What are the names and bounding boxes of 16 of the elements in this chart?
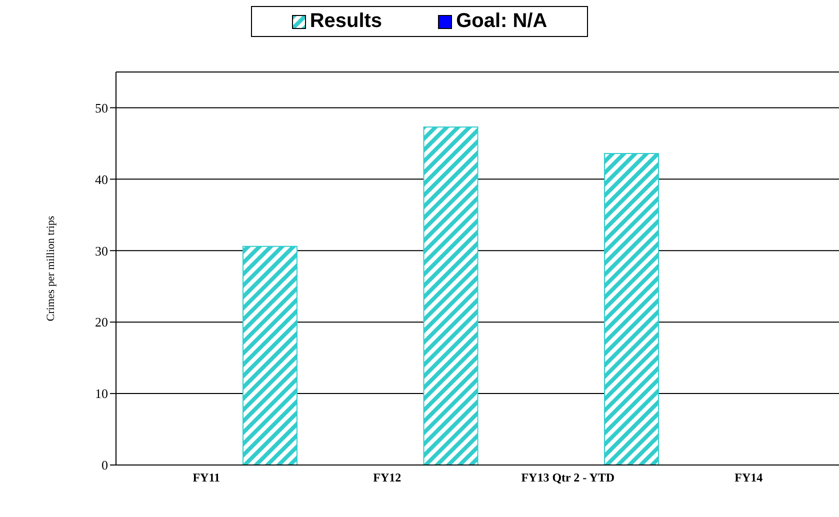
x-tick-label: FY11 [192,470,220,485]
x-tick-label: FY13 Qtr 2 - YTD [521,470,615,485]
bar [604,152,659,465]
y-axis-title: Crimes per million trips [44,216,57,322]
x-tick-label: FY14 [734,470,763,485]
y-tick-label: 40 [95,172,108,187]
y-tick-label: 50 [95,100,108,116]
x-tick-label: FY12 [373,470,402,485]
y-tick-label: 20 [95,314,108,330]
y-tick-label: 30 [95,243,108,258]
legend-label: Results [308,10,382,33]
bar [423,126,478,465]
bar [242,246,298,465]
y-tick-label: 10 [95,386,108,402]
y-tick-label: 0 [102,458,108,473]
legend-label: Goal: N/A [455,10,548,33]
